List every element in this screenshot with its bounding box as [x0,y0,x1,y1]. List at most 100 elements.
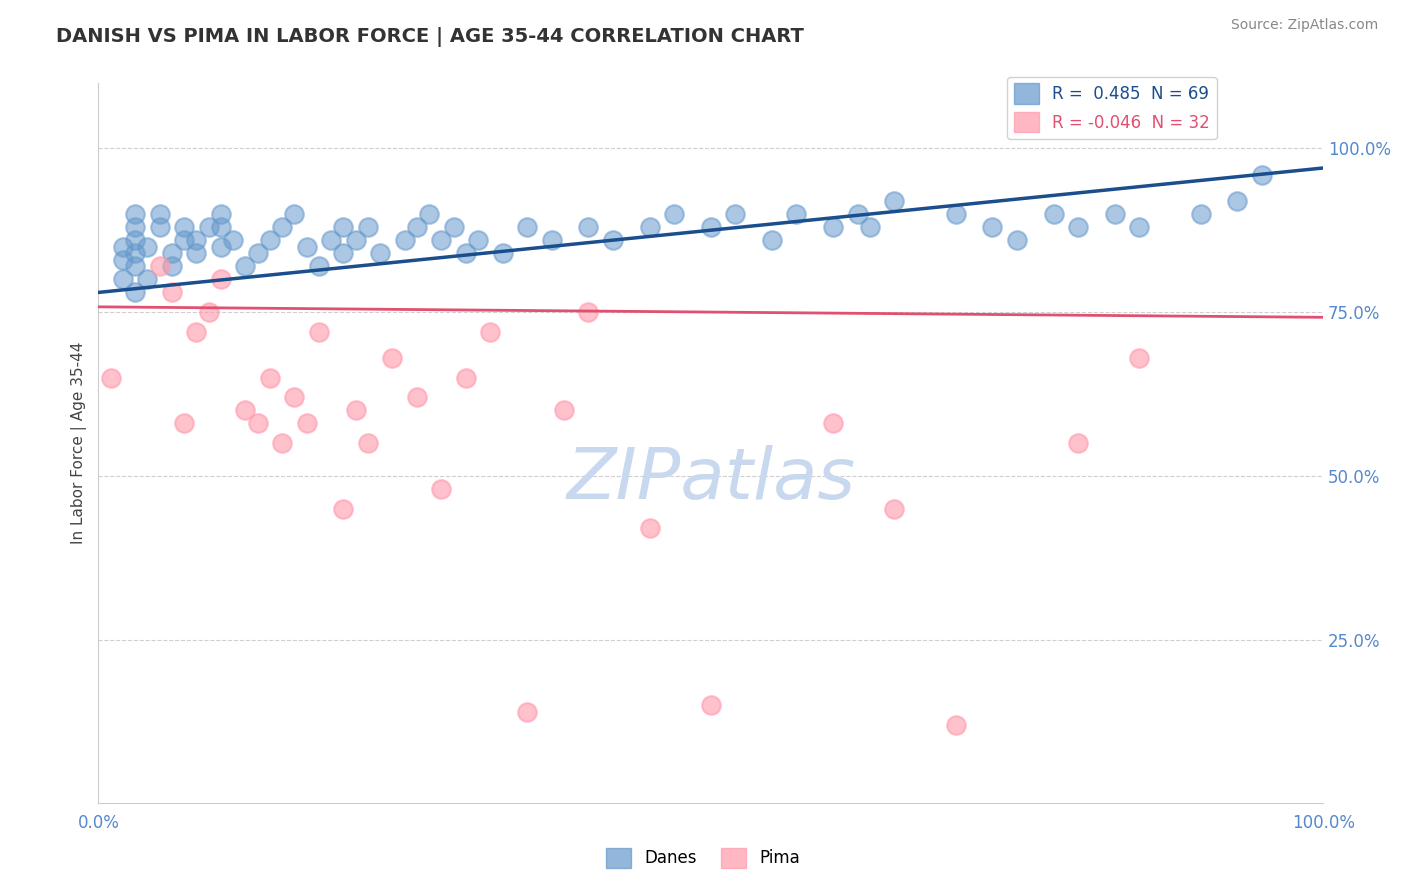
danes [124,246,146,260]
danes [418,207,440,221]
danes [1104,207,1126,221]
danes [319,233,342,247]
pima [381,351,404,365]
pima [209,272,232,286]
danes [357,219,380,234]
pima [516,705,538,719]
danes [295,239,318,253]
danes [124,219,146,234]
danes [197,219,219,234]
danes [540,233,562,247]
danes [1226,194,1249,208]
danes [1128,219,1150,234]
pima [173,417,195,431]
pima [186,325,208,339]
danes [271,219,294,234]
danes [332,246,354,260]
pima [405,390,427,404]
danes [1251,168,1274,182]
danes [124,259,146,273]
Legend: Danes, Pima: Danes, Pima [599,841,807,875]
danes [467,233,489,247]
pima [700,698,723,712]
danes [368,246,391,260]
danes [430,233,453,247]
danes [209,207,232,221]
danes [136,272,159,286]
danes [1189,207,1212,221]
danes [111,272,134,286]
danes [124,285,146,300]
Text: DANISH VS PIMA IN LABOR FORCE | AGE 35-44 CORRELATION CHART: DANISH VS PIMA IN LABOR FORCE | AGE 35-4… [56,27,804,46]
danes [222,233,245,247]
danes [981,219,1004,234]
pima [638,521,661,535]
pima [259,370,281,384]
pima [271,436,294,450]
pima [233,403,256,417]
pima [246,417,269,431]
danes [160,259,183,273]
danes [443,219,465,234]
pima [308,325,330,339]
danes [173,233,195,247]
danes [859,219,882,234]
danes [209,219,232,234]
danes [283,207,305,221]
danes [945,207,967,221]
danes [186,246,208,260]
danes [111,239,134,253]
danes [1005,233,1028,247]
danes [576,219,599,234]
pima [332,501,354,516]
pima [357,436,380,450]
danes [761,233,783,247]
danes [823,219,845,234]
danes [638,219,661,234]
danes [516,219,538,234]
danes [233,259,256,273]
danes [209,239,232,253]
danes [186,233,208,247]
danes [149,219,172,234]
pima [454,370,477,384]
danes [124,207,146,221]
Text: ZIPatlas: ZIPatlas [567,444,855,514]
danes [846,207,869,221]
danes [491,246,513,260]
danes [173,219,195,234]
pima [823,417,845,431]
danes [662,207,685,221]
danes [259,233,281,247]
pima [1128,351,1150,365]
pima [160,285,183,300]
danes [136,239,159,253]
danes [724,207,747,221]
danes [394,233,416,247]
danes [160,246,183,260]
danes [602,233,624,247]
Y-axis label: In Labor Force | Age 35-44: In Labor Force | Age 35-44 [72,342,87,544]
pima [295,417,318,431]
danes [1042,207,1064,221]
pima [283,390,305,404]
pima [100,370,122,384]
pima [553,403,575,417]
pima [945,717,967,731]
pima [1067,436,1090,450]
danes [111,252,134,267]
danes [785,207,807,221]
pima [479,325,502,339]
danes [332,219,354,234]
pima [197,305,219,319]
danes [124,233,146,247]
pima [149,259,172,273]
danes [246,246,269,260]
danes [454,246,477,260]
pima [576,305,599,319]
Legend: R =  0.485  N = 69, R = -0.046  N = 32: R = 0.485 N = 69, R = -0.046 N = 32 [1008,77,1216,139]
danes [149,207,172,221]
danes [700,219,723,234]
danes [344,233,367,247]
danes [1067,219,1090,234]
